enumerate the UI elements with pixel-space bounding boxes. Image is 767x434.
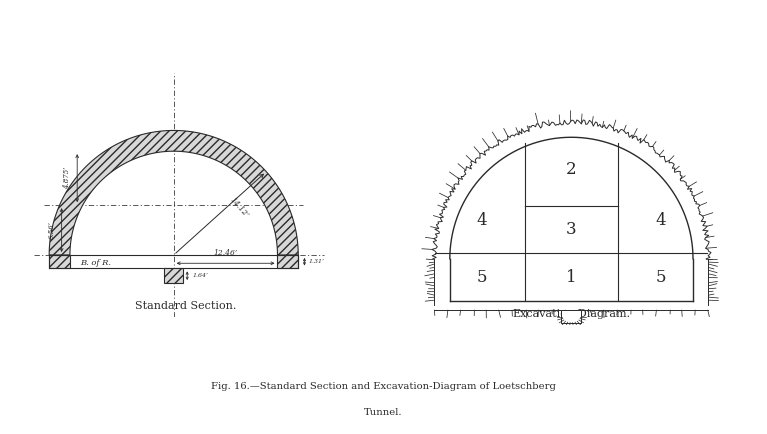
Text: 12.46’: 12.46’ [213,249,238,257]
Text: 1.31’: 1.31’ [308,259,324,264]
Polygon shape [49,255,70,269]
Text: 1: 1 [566,269,577,286]
Text: 5: 5 [656,269,667,286]
Text: Tunnel.: Tunnel. [364,408,403,417]
Text: 5: 5 [476,269,487,286]
Text: 3: 3 [566,221,577,238]
Text: 4: 4 [476,212,487,229]
Polygon shape [49,131,298,255]
Text: B. of R.: B. of R. [81,260,111,267]
Bar [561,310,581,323]
Text: 4: 4 [656,212,667,229]
Text: 4.875’: 4.875’ [63,167,71,189]
Text: Standard Section.: Standard Section. [136,301,237,311]
Polygon shape [278,255,298,269]
Text: 1.64’: 1.64’ [193,273,209,278]
Polygon shape [164,269,183,283]
Text: 6.56’: 6.56’ [48,221,55,239]
Text: Fig. 16.—Standard Section and Excavation-Diagram of Loetschberg: Fig. 16.—Standard Section and Excavation… [211,381,556,391]
Text: Excavation-Diagram.: Excavation-Diagram. [512,309,630,319]
Text: 2: 2 [566,161,577,178]
Text: 14.12’: 14.12’ [228,197,250,220]
